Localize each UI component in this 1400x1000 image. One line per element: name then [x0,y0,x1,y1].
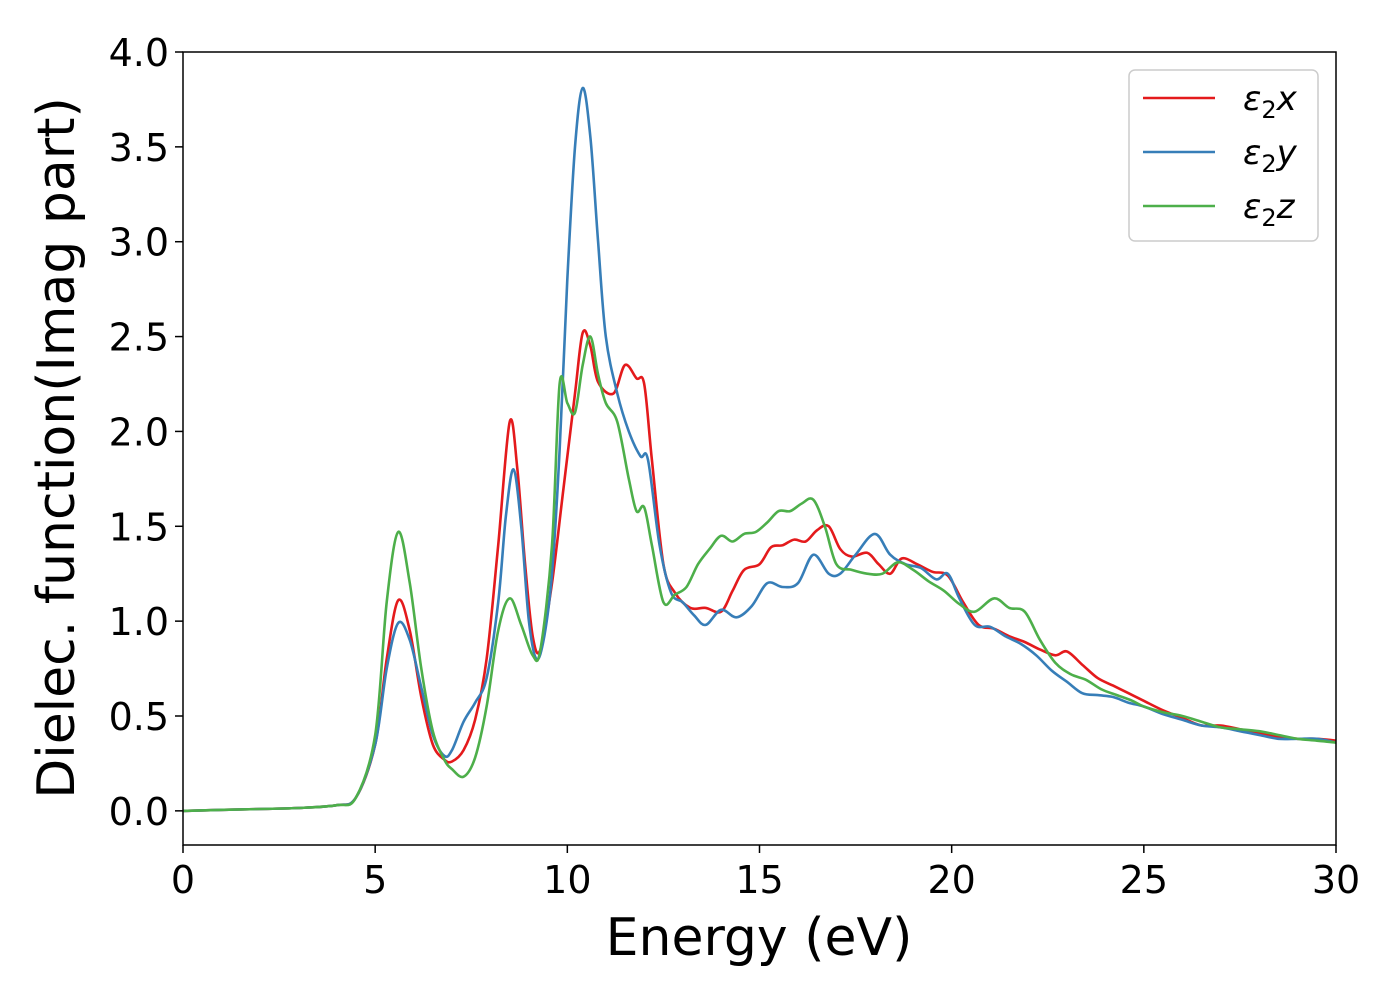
x-axis: 0 5 10 15 20 25 30 [171,845,1360,902]
y-tick-label: 0.0 [109,790,169,834]
legend-entry-label: ε2z [1243,187,1296,232]
series-line-3 [182,335,1337,813]
x-tick-label: 15 [735,858,783,902]
y-tick-label: 2.0 [109,410,169,454]
x-tick-label: 10 [543,858,591,902]
x-tick-label: 5 [363,858,387,902]
y-tick-label: 4.0 [109,31,169,75]
y-tick-label: 1.0 [109,600,169,644]
y-axis-title: Dielec. function(Imag part) [27,97,87,799]
y-tick-label: 2.5 [109,316,169,360]
series-line-1 [182,329,1337,813]
legend-box [1128,69,1319,242]
x-axis-title: Energy (eV) [606,908,913,968]
y-tick-label: 1.5 [109,505,169,549]
series-line-2 [182,86,1337,813]
y-tick-label: 3.0 [109,221,169,265]
x-tick-label: 0 [171,858,195,902]
series-lines [182,86,1337,813]
y-axis: 0.0 0.5 1.0 1.5 2.0 2.5 3.0 3.5 4.0 [109,31,183,834]
legend: ε2x ε2y ε2z [1128,69,1319,242]
y-tick-label: 0.5 [109,695,169,739]
x-tick-label: 20 [927,858,975,902]
legend-entry-label: ε2y [1243,133,1298,178]
y-tick-label: 3.5 [109,126,169,170]
x-tick-label: 30 [1312,858,1360,902]
legend-entry-label: ε2x [1243,79,1298,124]
x-tick-label: 25 [1120,858,1168,902]
